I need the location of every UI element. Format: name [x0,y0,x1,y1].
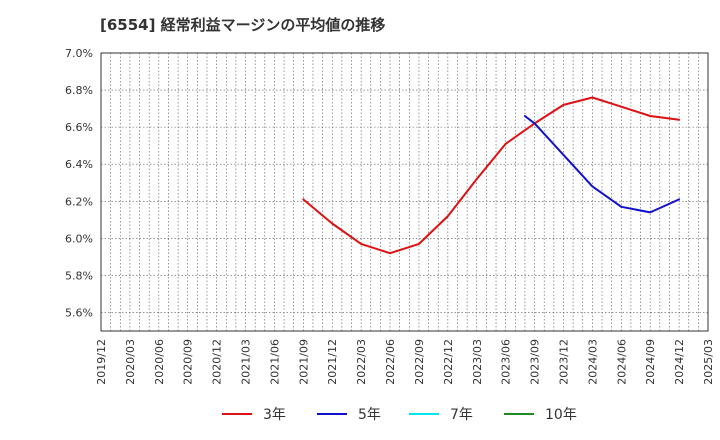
x-tick-label: 2024/06 [615,339,628,385]
x-tick-label: 2022/09 [413,339,426,385]
chart-title: [6554] 経常利益マージンの平均値の推移 [100,16,386,34]
x-tick-label: 2023/03 [471,339,484,385]
y-tick-label: 6.8% [65,84,93,97]
x-tick-label: 2024/12 [673,339,686,385]
x-tick-label: 2022/12 [442,339,455,385]
series-line-2 [523,115,681,214]
y-tick-label: 5.6% [65,306,93,319]
x-tick-label: 2023/09 [529,339,542,385]
x-tick-label: 2024/03 [586,339,599,385]
x-tick-label: 2019/12 [95,339,108,385]
x-tick-label: 2021/09 [297,339,310,385]
x-tick-label: 2021/03 [240,339,253,385]
x-tick-label: 2020/03 [124,339,137,385]
x-tick-label: 2020/09 [182,339,195,385]
x-tick-label: 2021/06 [268,339,281,385]
y-tick-label: 5.8% [65,269,93,282]
x-tick-label: 2024/09 [644,339,657,385]
legend-label: 3年 [263,407,286,423]
y-tick-label: 6.0% [65,232,93,245]
legend-label: 7年 [450,407,473,423]
y-tick-label: 7.0% [65,47,93,60]
x-tick-label: 2022/06 [384,339,397,385]
x-tick-label: 2023/06 [500,339,513,385]
x-tick-label: 2020/12 [211,339,224,385]
x-tick-label: 2023/12 [557,339,570,385]
legend-label: 5年 [358,407,381,423]
x-tick-label: 2020/06 [153,339,166,385]
y-tick-label: 6.2% [65,195,93,208]
y-tick-label: 6.6% [65,121,93,134]
legend-label: 10年 [545,407,577,423]
x-tick-label: 2025/03 [702,339,715,385]
x-tick-label: 2021/12 [326,339,339,385]
plot-area [101,53,708,331]
x-tick-label: 2022/03 [355,339,368,385]
plot-border [100,52,709,332]
grid-lines [100,52,709,331]
y-tick-label: 6.4% [65,158,93,171]
series-line-1 [302,96,681,255]
